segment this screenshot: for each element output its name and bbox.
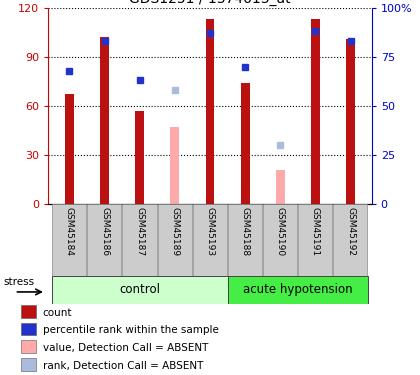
- Bar: [228, 204, 262, 276]
- Bar: [311, 19, 320, 204]
- Text: GSM45191: GSM45191: [311, 207, 320, 256]
- Text: count: count: [42, 308, 72, 318]
- Text: value, Detection Call = ABSENT: value, Detection Call = ABSENT: [42, 343, 208, 353]
- Bar: [206, 19, 214, 204]
- Bar: [346, 39, 355, 204]
- Bar: [52, 276, 228, 304]
- Text: acute hypotension: acute hypotension: [243, 283, 353, 296]
- Bar: [276, 170, 285, 204]
- Bar: [52, 204, 86, 276]
- Bar: [263, 204, 297, 276]
- Bar: [100, 37, 109, 204]
- Text: GSM45192: GSM45192: [346, 207, 355, 255]
- Bar: [87, 204, 121, 276]
- Text: GSM45187: GSM45187: [135, 207, 144, 256]
- Bar: [171, 127, 179, 204]
- Text: GSM45189: GSM45189: [171, 207, 179, 256]
- Text: GSM45184: GSM45184: [65, 207, 74, 255]
- Bar: [21, 340, 36, 353]
- Bar: [298, 204, 332, 276]
- Text: GSM45188: GSM45188: [241, 207, 249, 256]
- Bar: [123, 204, 157, 276]
- Text: GSM45193: GSM45193: [205, 207, 215, 256]
- Bar: [65, 94, 74, 204]
- Text: percentile rank within the sample: percentile rank within the sample: [42, 326, 218, 336]
- Bar: [21, 305, 36, 318]
- Bar: [333, 204, 368, 276]
- Bar: [135, 111, 144, 204]
- Bar: [21, 358, 36, 371]
- Text: rank, Detection Call = ABSENT: rank, Detection Call = ABSENT: [42, 361, 203, 371]
- Text: control: control: [119, 283, 160, 296]
- Bar: [193, 204, 227, 276]
- Text: GSM45190: GSM45190: [276, 207, 285, 256]
- Bar: [158, 204, 192, 276]
- Text: stress: stress: [4, 277, 35, 287]
- Bar: [241, 83, 249, 204]
- Bar: [21, 322, 36, 336]
- Text: GSM45186: GSM45186: [100, 207, 109, 256]
- Bar: [228, 276, 368, 304]
- Title: GDS1251 / 1374613_at: GDS1251 / 1374613_at: [129, 0, 291, 6]
